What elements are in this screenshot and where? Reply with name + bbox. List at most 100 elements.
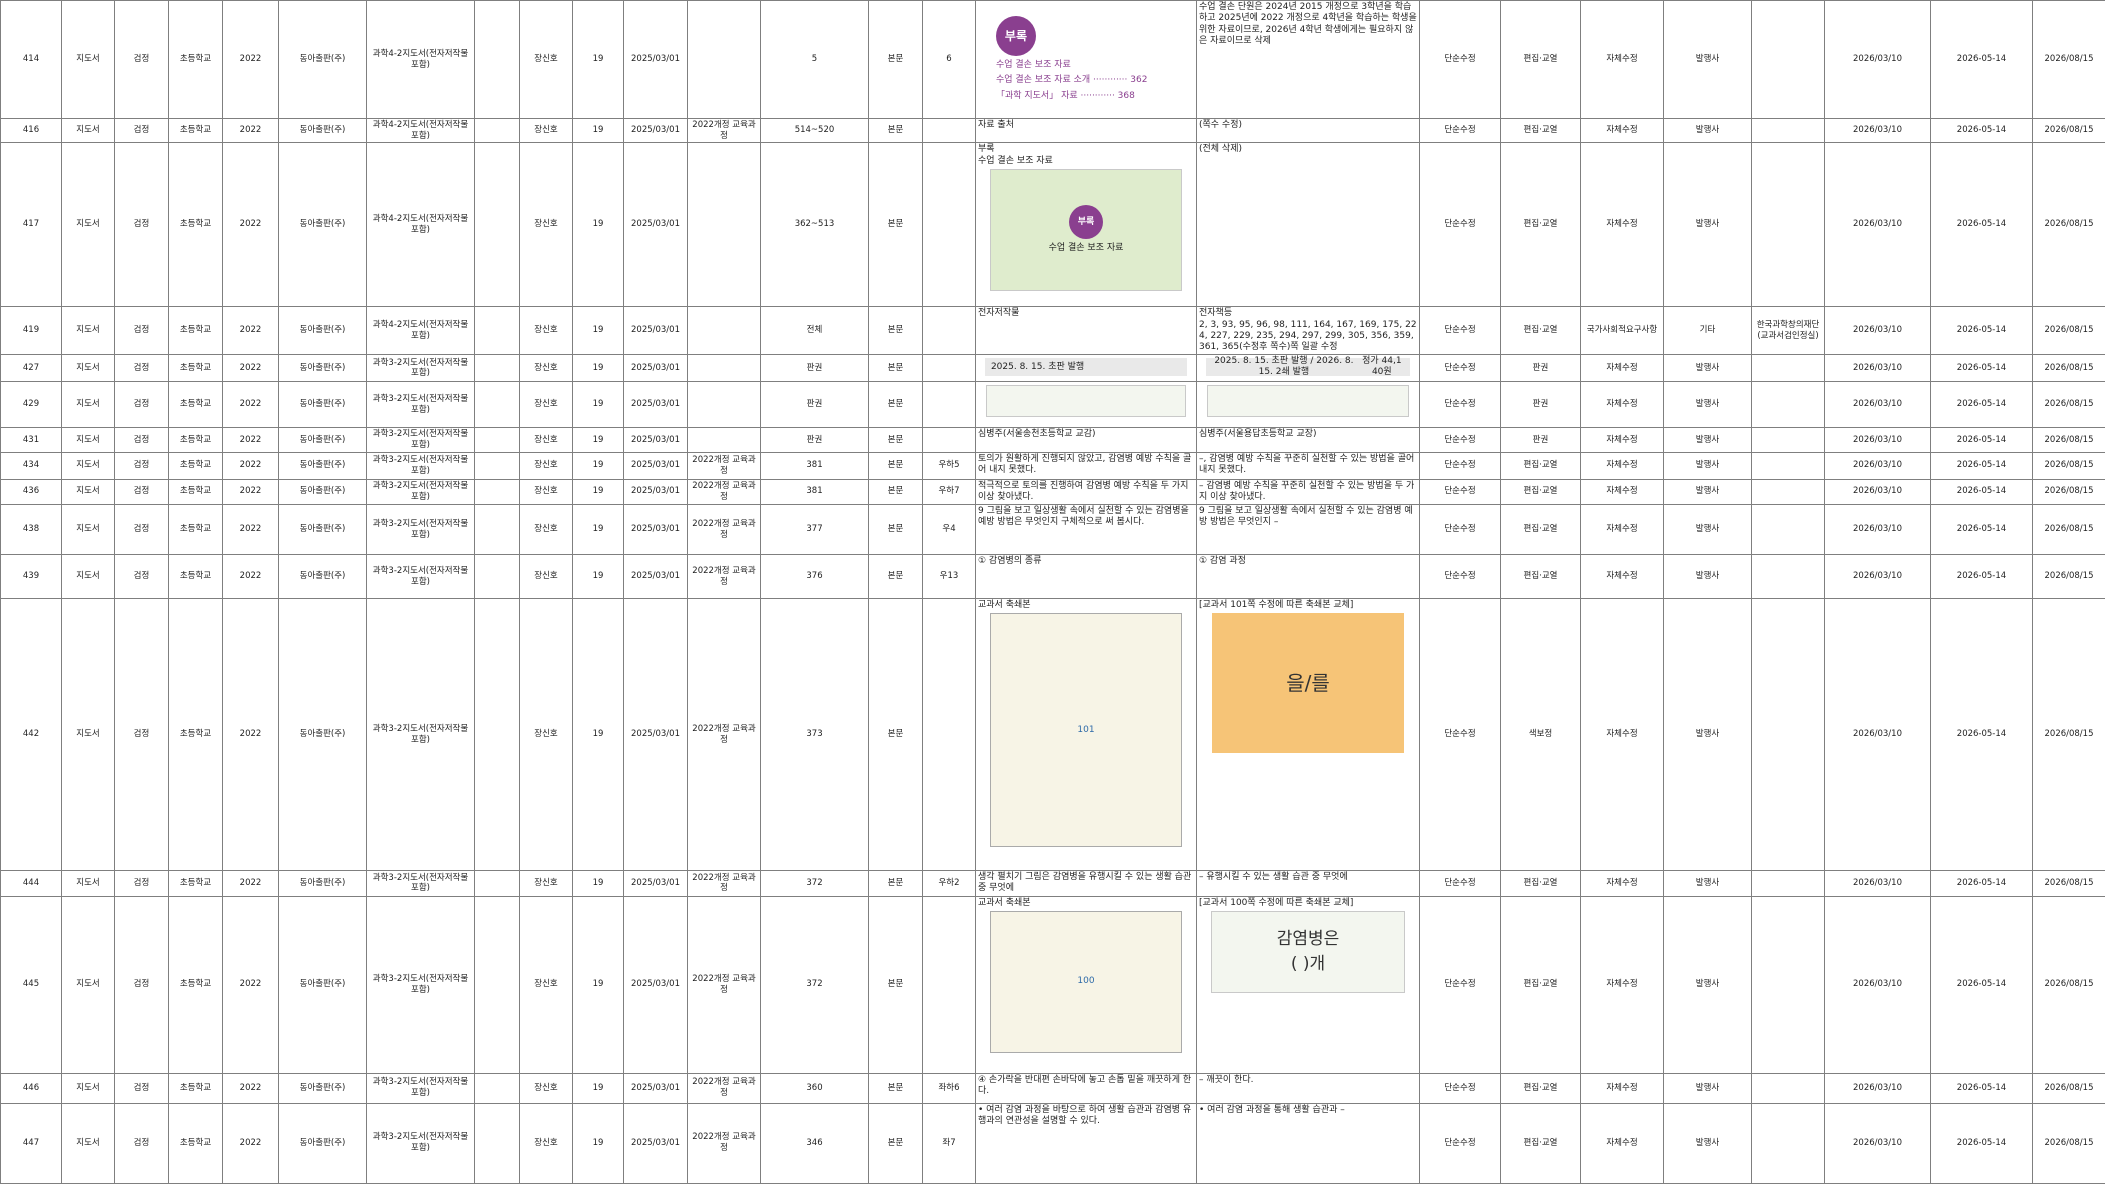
cell-text: 본문 (888, 460, 904, 470)
after-cell: ① 감염 과정 (1197, 555, 1420, 599)
table-cell: 2022 (223, 382, 279, 428)
cell-text: 자체수정 (1606, 729, 1637, 739)
cell-text: 검정 (134, 125, 150, 135)
table-cell: 자체수정 (1581, 452, 1664, 479)
cell-text: 2022개정 교육과정 (692, 519, 755, 540)
table-cell: 초등학교 (169, 555, 223, 599)
table-cell: 19 (573, 355, 624, 382)
table-cell: 판권 (1501, 428, 1581, 452)
cell-text: 기타 (1700, 325, 1716, 335)
table-cell: 과학4-2지도서(전자저작물 포함) (367, 1, 475, 119)
cell-text: 단순수정 (1444, 1138, 1475, 1148)
cell-text: 2022개정 교육과정 (692, 120, 755, 141)
table-cell: 단순수정 (1420, 428, 1501, 452)
cell-text: 2026/03/10 (1853, 219, 1902, 229)
cell-text: 편집·교열 (1524, 219, 1558, 229)
cell-text: 2026-05-14 (1957, 878, 2006, 888)
table-cell: 장신호 (520, 505, 573, 555)
table-cell: 발행사 (1664, 382, 1752, 428)
cell-text: 본문 (888, 979, 904, 989)
cell-text: 429 (23, 399, 39, 409)
cell-text: 부록 수업 결손 보조 자료 (978, 144, 1053, 165)
table-cell: 2025/03/01 (624, 355, 688, 382)
cell-text: 발행사 (1696, 979, 1719, 989)
table-cell: 동아출판(주) (279, 555, 367, 599)
table-cell: 2026/08/15 (2033, 1073, 2105, 1103)
table-cell: 과학3-2지도서(전자저작물 포함) (367, 555, 475, 599)
cell-text: 발행사 (1696, 729, 1719, 739)
table-cell: 과학3-2지도서(전자저작물 포함) (367, 382, 475, 428)
table-cell: 2026/03/10 (1825, 355, 1931, 382)
figure-text: 감염병은 (1277, 929, 1340, 950)
table-cell: 2026/03/10 (1825, 1103, 1931, 1183)
table-cell (688, 143, 761, 307)
cell-text: 2026/03/10 (1853, 363, 1902, 373)
cell-text: 우하2 (938, 878, 959, 888)
table-cell: 2022개정 교육과정 (688, 599, 761, 871)
cell-text: 장신호 (534, 1138, 557, 1148)
table-cell: 자체수정 (1581, 1, 1664, 119)
cell-text: 자체수정 (1606, 878, 1637, 888)
table-cell: 2026-05-14 (1931, 143, 2033, 307)
cell-text: 2026-05-14 (1957, 1083, 2006, 1093)
table-cell: 444 (1, 871, 62, 897)
table-cell: 2026-05-14 (1931, 1073, 2033, 1103)
table-cell: 2026-05-14 (1931, 896, 2033, 1073)
table-cell: 373 (761, 599, 869, 871)
cell-text: 동아출판(주) (300, 524, 346, 534)
cell-text: [교과서 101쪽 수정에 따른 축쇄본 교체] (1199, 600, 1353, 610)
cell-text: 417 (23, 219, 39, 229)
table-cell: 검정 (115, 143, 169, 307)
table-cell: 단순수정 (1420, 599, 1501, 871)
cell-text: 검정 (134, 460, 150, 470)
table-cell: 단순수정 (1420, 1073, 1501, 1103)
table-cell: 본문 (869, 428, 923, 452)
table-cell: 2026/03/10 (1825, 505, 1931, 555)
cell-text: 지도서 (76, 325, 99, 335)
table-cell: 19 (573, 382, 624, 428)
table-cell: 본문 (869, 143, 923, 307)
before-cell: 적극적으로 토의를 진행하여 감염병 예방 수칙을 두 가지 이상 찾아냈다. (976, 479, 1197, 505)
cell-text: 검정 (134, 979, 150, 989)
cell-text: 판권 (1533, 399, 1549, 409)
cell-text: 초등학교 (180, 435, 211, 445)
table-cell: 우13 (923, 555, 976, 599)
table-cell: 검정 (115, 599, 169, 871)
cell-text: 지도서 (76, 435, 99, 445)
cell-text: 2026/03/10 (1853, 486, 1902, 496)
cell-text: 동아출판(주) (300, 486, 346, 496)
table-cell: 동아출판(주) (279, 1, 367, 119)
cell-text: 2026/08/15 (2045, 325, 2094, 335)
cell-text: 본문 (888, 363, 904, 373)
cell-text: 장신호 (534, 435, 557, 445)
cell-text: 자체수정 (1606, 399, 1637, 409)
cell-text: 발행사 (1696, 54, 1719, 64)
table-cell: 2026/08/15 (2033, 382, 2105, 428)
cell-text: 단순수정 (1444, 878, 1475, 888)
table-cell: 초등학교 (169, 119, 223, 143)
cell-text: 판권 (807, 399, 823, 409)
table-cell (923, 428, 976, 452)
table-cell: 2026/08/15 (2033, 1103, 2105, 1183)
cell-text: 편집·교열 (1524, 979, 1558, 989)
table-cell: 2026/08/15 (2033, 307, 2105, 355)
cell-text: 편집·교열 (1524, 325, 1558, 335)
table-cell: 2025/03/01 (624, 479, 688, 505)
table-cell: 19 (573, 505, 624, 555)
table-cell: 514~520 (761, 119, 869, 143)
cell-text: 2022개정 교육과정 (692, 1132, 755, 1153)
table-cell: 단순수정 (1420, 896, 1501, 1073)
cell-text: 2026/08/15 (2045, 219, 2094, 229)
cell-text: 본문 (888, 486, 904, 496)
figure-text: 부록 (996, 16, 1036, 56)
table-cell: 19 (573, 452, 624, 479)
table-cell: 편집·교열 (1501, 1103, 1581, 1183)
cell-text: 2025/03/01 (631, 979, 680, 989)
table-cell: 지도서 (62, 428, 115, 452)
cell-text: 2025/03/01 (631, 486, 680, 496)
table-cell: 2022개정 교육과정 (688, 1103, 761, 1183)
